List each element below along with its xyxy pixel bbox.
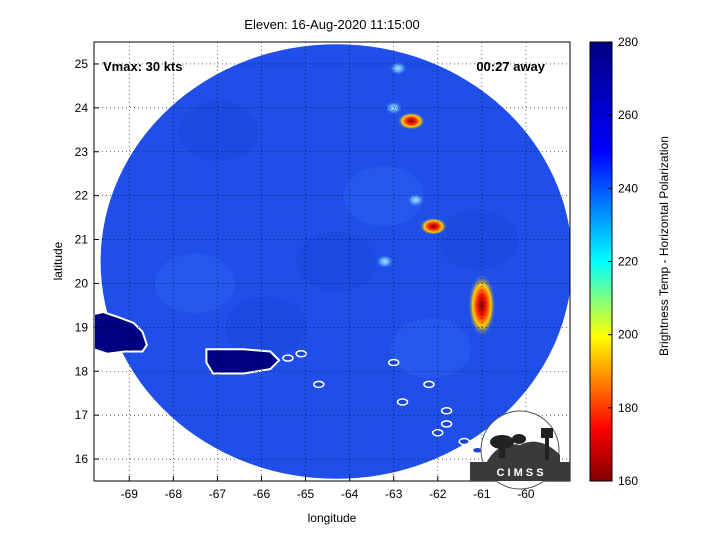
colorbar-label: Brightness Temp - Horizontal Polarizatio…	[657, 136, 671, 356]
swath-layer	[100, 44, 570, 479]
convection-cell	[406, 193, 425, 208]
colorbar-tick-label: 200	[618, 328, 638, 342]
y-tick-label: 17	[75, 408, 89, 422]
x-tick-label: -68	[165, 487, 183, 501]
x-tick-label: -66	[253, 487, 271, 501]
colorbar-tick-label: 220	[618, 255, 638, 269]
x-tick-label: -67	[209, 487, 227, 501]
colorbar-tick-label: 260	[618, 108, 638, 122]
y-tick-label: 22	[75, 189, 89, 203]
y-tick-label: 23	[75, 145, 89, 159]
convection-cell	[419, 217, 448, 236]
y-axis-label: latitude	[51, 241, 65, 280]
land-layer	[94, 310, 484, 455]
small-island	[282, 354, 294, 362]
y-tick-label: 19	[75, 320, 89, 334]
colorbar-tick-label: 160	[618, 474, 638, 488]
colorbar-tick-label: 180	[618, 401, 638, 415]
convection-cell	[375, 254, 394, 269]
x-tick-label: -64	[341, 487, 359, 501]
logo-text: C I M S S	[496, 467, 543, 479]
x-tick-label: -65	[297, 487, 315, 501]
island-hispaniola	[94, 310, 148, 355]
convection-cell	[384, 100, 403, 115]
y-tick-label: 24	[75, 101, 89, 115]
swath-texture	[178, 101, 259, 162]
figure-title: Eleven: 16-Aug-2020 11:15:00	[244, 17, 419, 32]
island-puerto-rico	[205, 348, 281, 375]
x-tick-label: -60	[517, 487, 535, 501]
swath-texture	[437, 209, 518, 270]
swath-texture	[296, 231, 377, 292]
cimss-logo: C I M S S	[470, 410, 570, 490]
swath-texture	[225, 296, 306, 357]
y-tick-label: 21	[75, 233, 89, 247]
vmax-label: Vmax: 30 kts	[103, 59, 183, 74]
y-tick-label: 18	[75, 364, 89, 378]
convection-cell	[397, 112, 426, 131]
colorbar-tick-label: 280	[618, 35, 638, 49]
convection-layer	[375, 61, 496, 338]
water-tower-icon	[541, 428, 553, 438]
small-island	[423, 380, 435, 389]
axes-border	[93, 41, 571, 482]
small-island	[313, 380, 325, 389]
away-label: 00:27 away	[476, 59, 545, 74]
colorbar-ticks: 160 180 200 220 240 260 280	[608, 35, 638, 488]
convection-cell	[467, 273, 496, 338]
convection-cell	[389, 61, 408, 76]
x-tick-label: -63	[385, 487, 403, 501]
x-ticks: -69 -68 -67 -66 -65 -64 -63 -62 -61 -60	[121, 476, 535, 501]
y-ticks: 16 17 18 19 20 21 22 23 24 25	[75, 57, 99, 466]
small-island	[396, 398, 409, 406]
y-tick-label: 20	[75, 276, 89, 290]
swath-texture	[390, 318, 471, 379]
swath-texture	[343, 166, 424, 227]
colorbar-tick-label: 240	[618, 181, 638, 195]
x-axis-label: longitude	[308, 511, 357, 525]
y-tick-label: 25	[75, 57, 89, 71]
y-tick-label: 16	[75, 452, 89, 466]
small-island	[440, 420, 453, 428]
small-island	[295, 349, 307, 358]
small-island	[458, 437, 470, 446]
x-tick-label: -69	[121, 487, 139, 501]
small-island	[440, 407, 453, 415]
x-tick-label: -62	[429, 487, 447, 501]
small-island	[432, 428, 444, 437]
x-tick-label: -61	[473, 487, 491, 501]
